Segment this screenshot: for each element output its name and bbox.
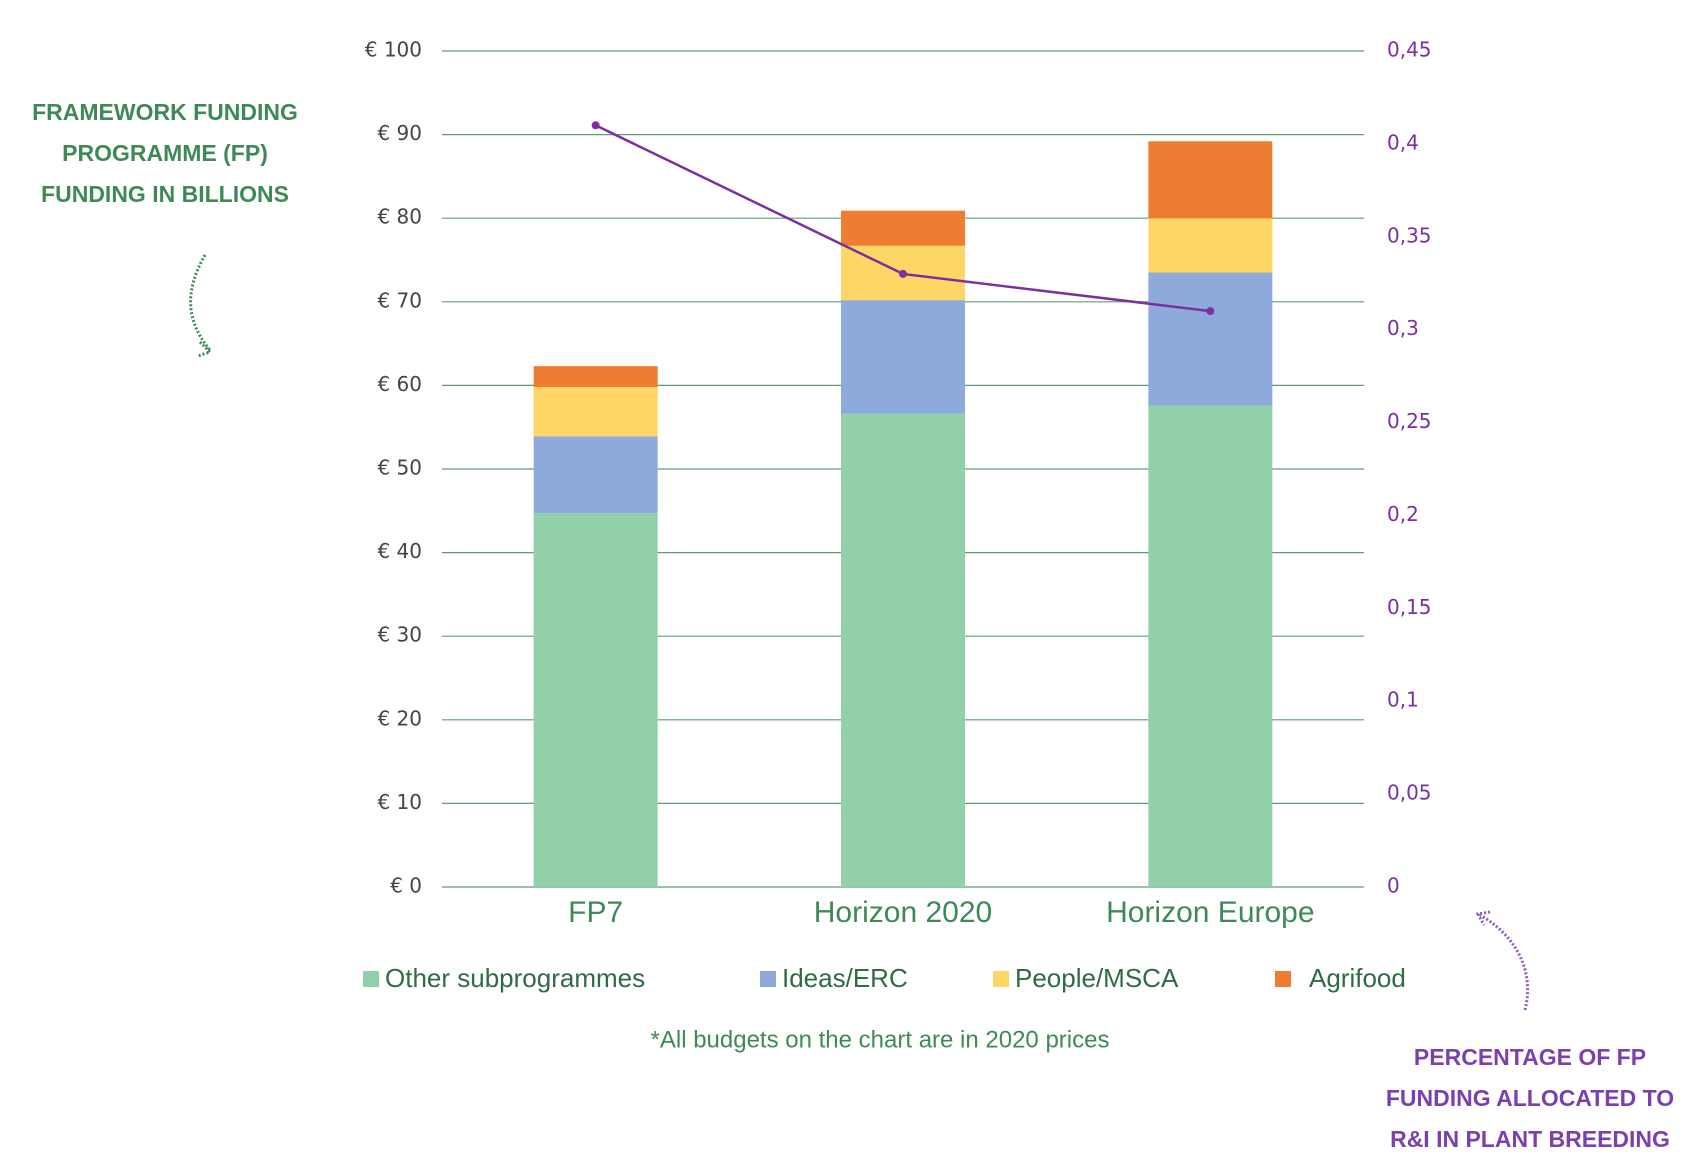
bar-segment [534, 436, 658, 513]
y-tick-label: € 40 [377, 539, 422, 563]
footnote: *All budgets on the chart are in 2020 pr… [651, 1026, 1110, 1053]
y-tick-label: € 100 [365, 38, 422, 62]
bar-segment [534, 387, 658, 436]
legend-label: Ideas/ERC [782, 963, 908, 993]
legend-label: Agrifood [1309, 963, 1406, 993]
y-axis-label: FRAMEWORK FUNDING PROGRAMME (FP) FUNDING… [10, 92, 320, 215]
x-tick-label: Horizon 2020 [814, 896, 992, 929]
y-tick-label: € 10 [377, 790, 422, 814]
bar-segment [841, 300, 965, 414]
y-tick-label: € 50 [377, 456, 422, 480]
y2-tick-label: 0,35 [1387, 223, 1432, 247]
bar-segment [1148, 141, 1272, 218]
bar-segment [1148, 405, 1272, 887]
legend-label: People/MSCA [1015, 963, 1179, 993]
page: € 0 € 10 € 20 € 30 € 40 € 50 € 60 € 70 € 80 € 90 €… [0, 0, 1690, 1150]
bar-segment [534, 366, 658, 387]
bar-segment [1148, 273, 1272, 406]
legend-swatch [760, 971, 776, 987]
y-tick-label: € 0 [390, 874, 422, 898]
y-tick-label: € 90 [377, 121, 422, 145]
y2-axis-label: PERCENTAGE OF FP FUNDING ALLOCATED TO R&… [1370, 1037, 1690, 1160]
bar-segment [534, 513, 658, 887]
bar-segment [1148, 218, 1272, 272]
y2-tick-label: 0,45 [1387, 38, 1432, 62]
x-tick-label: FP7 [568, 896, 623, 929]
legend-swatch [1275, 971, 1291, 987]
line-point [592, 121, 600, 129]
y-tick-label: € 20 [377, 706, 422, 730]
arrow-decoration [1478, 912, 1528, 1010]
y2-tick-label: 0,25 [1387, 409, 1432, 433]
line-point [1206, 307, 1214, 315]
y2-tick-label: 0,1 [1387, 688, 1419, 712]
y-tick-label: € 30 [377, 623, 422, 647]
legend-swatch [363, 971, 379, 987]
y-tick-label: € 70 [377, 288, 422, 312]
y2-tick-label: 0,05 [1387, 781, 1432, 805]
legend-swatch [993, 971, 1009, 987]
x-tick-label: Horizon Europe [1106, 896, 1314, 929]
bar-segment [841, 414, 965, 887]
y-tick-label: € 60 [377, 372, 422, 396]
bar-segment [841, 211, 965, 246]
line-point [899, 270, 907, 278]
arrow-decoration [191, 255, 210, 356]
y2-tick-label: 0,2 [1387, 502, 1419, 526]
y2-tick-label: 0 [1387, 874, 1400, 898]
y2-tick-label: 0,3 [1387, 316, 1419, 340]
legend-label: Other subprogrammes [385, 963, 645, 993]
y2-tick-label: 0,4 [1387, 130, 1419, 154]
y2-tick-label: 0,15 [1387, 595, 1432, 619]
y-tick-label: € 80 [377, 205, 422, 229]
